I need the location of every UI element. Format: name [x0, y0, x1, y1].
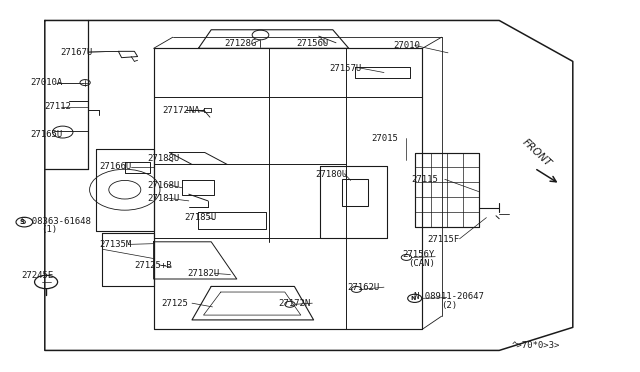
Text: N 08911-20647: N 08911-20647 — [414, 292, 484, 301]
Text: 27157U: 27157U — [330, 64, 362, 73]
Text: 27115: 27115 — [412, 175, 438, 184]
Text: 27156U: 27156U — [296, 39, 328, 48]
Text: 27245E: 27245E — [21, 271, 53, 280]
Text: (CAN): (CAN) — [408, 259, 435, 268]
Text: 27010: 27010 — [394, 41, 420, 49]
Text: FRONT: FRONT — [520, 137, 553, 169]
Text: 27165U: 27165U — [30, 130, 62, 139]
Text: 27180U: 27180U — [316, 170, 348, 179]
Text: 27172N: 27172N — [278, 299, 310, 308]
Text: (2): (2) — [442, 301, 458, 310]
Text: N: N — [410, 296, 415, 301]
Text: 27156Y: 27156Y — [402, 250, 434, 259]
Text: 27188U: 27188U — [147, 154, 179, 163]
Text: 27162U: 27162U — [348, 283, 380, 292]
Text: 27185U: 27185U — [184, 213, 216, 222]
Text: ^>70*0>3>: ^>70*0>3> — [512, 341, 561, 350]
Text: 27167U: 27167U — [61, 48, 93, 57]
Text: S 08363-61648: S 08363-61648 — [21, 217, 91, 226]
Text: 27182U: 27182U — [187, 269, 219, 278]
Text: 27128G: 27128G — [224, 39, 256, 48]
Text: 27125: 27125 — [161, 299, 188, 308]
Text: 27172NA: 27172NA — [162, 106, 200, 115]
Text: (1): (1) — [42, 225, 58, 234]
Text: 27181U: 27181U — [147, 194, 179, 203]
Text: 27135M: 27135M — [99, 240, 131, 248]
Text: 27010A: 27010A — [30, 78, 62, 87]
Text: 27112: 27112 — [45, 102, 72, 111]
Text: 27166U: 27166U — [99, 162, 131, 171]
Text: S: S — [19, 219, 24, 225]
Bar — [415, 153, 479, 227]
Bar — [342, 179, 368, 206]
Text: 27115F: 27115F — [428, 235, 460, 244]
Text: 27168U: 27168U — [147, 181, 179, 190]
Text: 27125+B: 27125+B — [134, 261, 172, 270]
Text: 27015: 27015 — [371, 134, 398, 143]
